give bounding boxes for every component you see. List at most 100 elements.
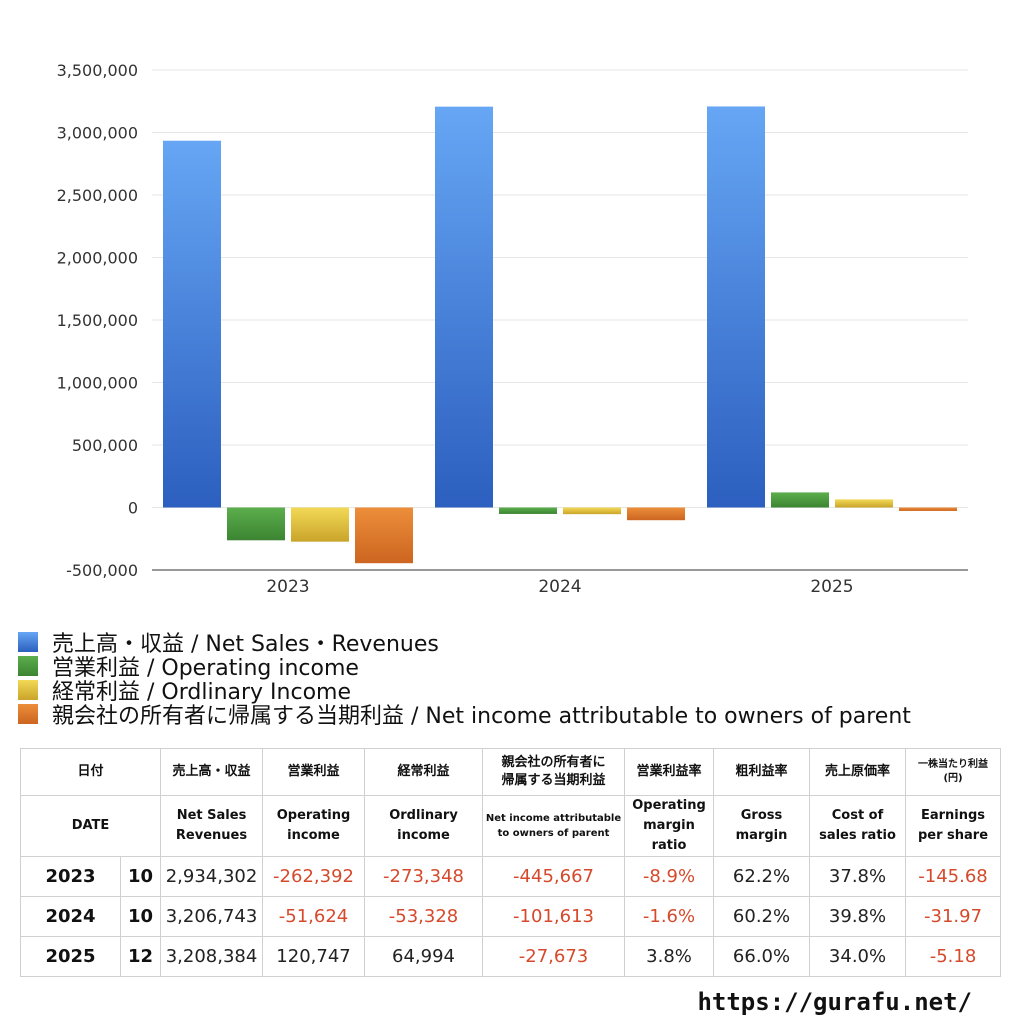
bar-2023-series-0 (163, 140, 221, 508)
cell-eps: -5.18 (905, 936, 1002, 977)
header-sales-jp: 売上高・収益 (160, 748, 264, 796)
cell-opm: -8.9% (624, 856, 715, 897)
header-sales-en: Net Sales Revenues (160, 795, 264, 857)
cell-year: 2024 (20, 896, 121, 937)
legend: 売上高・収益 / Net Sales・Revenues 営業利益 / Opera… (18, 630, 1018, 729)
legend-label-ordinary: 経常利益 / Ordlinary Income (52, 680, 351, 705)
grid-lines (152, 69, 968, 571)
cell-month: 10 (119, 856, 162, 897)
bar-2025-series-0 (707, 106, 765, 508)
header-op-en: Operating income (262, 795, 366, 857)
source-url: https://gurafu.net/ (697, 988, 972, 1016)
cell-month: 12 (119, 936, 162, 977)
header-gm-en-1: Gross (740, 808, 783, 823)
legend-item-net-income: 親会社の所有者に帰属する当期利益 / Net income attributab… (18, 702, 1018, 729)
legend-swatch-ordinary (18, 680, 38, 700)
header-op-en-1: Operating (276, 808, 351, 823)
x-tick-label: 2023 (266, 577, 309, 597)
bar-2023-series-2 (291, 507, 349, 542)
header-eps-jp-line2: (円) (943, 773, 963, 784)
y-tick-label: 2,500,000 (57, 186, 138, 205)
header-sales-en-1: Net Sales (176, 808, 247, 823)
header-eps-jp: 一株当たり利益 (円) (905, 748, 1002, 796)
bar-2025-series-2 (835, 499, 893, 508)
y-tick-label: 3,500,000 (57, 61, 138, 80)
legend-label-operating: 営業利益 / Operating income (52, 656, 359, 681)
header-ord-en-2: income (397, 828, 450, 843)
header-date-jp: 日付 (19, 748, 162, 796)
legend-label-net-income: 親会社の所有者に帰属する当期利益 / Net income attributab… (52, 704, 911, 729)
cell-net: -101,613 (482, 896, 626, 937)
header-row-jp: 日付 売上高・収益 営業利益 経常利益 親会社の所有者に 帰属する当期利益 営業利… (19, 748, 1002, 796)
bar-2024-series-1 (499, 507, 557, 514)
bar-2024-series-0 (435, 106, 493, 508)
cell-opm: -1.6% (624, 896, 715, 937)
header-date-en: DATE (19, 795, 162, 857)
y-axis-ticks: 3,500,000 3,000,000 2,500,000 2,000,000 1,50… (57, 61, 138, 580)
header-opm-en-1: Operating (632, 798, 706, 813)
header-gm-jp: 粗利益率 (713, 748, 811, 796)
bar-2023-series-1 (227, 507, 285, 541)
header-cos-en-1: Cost of (831, 808, 884, 823)
bar-2024-series-3 (627, 507, 685, 521)
cell-op: -262,392 (262, 856, 366, 897)
header-ord-en: Ordlinary income (364, 795, 484, 857)
financial-table: 日付 売上高・収益 営業利益 経常利益 親会社の所有者に 帰属する当期利益 営業利… (19, 748, 1002, 977)
x-tick-label: 2025 (810, 577, 853, 597)
header-ord-en-1: Ordlinary (389, 808, 458, 823)
cell-gm: 62.2% (713, 856, 811, 897)
cell-op: 120,747 (262, 936, 366, 977)
header-op-en-2: income (287, 828, 340, 843)
header-cos-en-2: sales ratio (819, 828, 896, 843)
legend-swatch-sales (18, 632, 38, 652)
legend-swatch-net-income (18, 704, 38, 724)
header-cos-jp: 売上原価率 (809, 748, 907, 796)
cell-ord: -273,348 (364, 856, 484, 897)
table-row: 2025 12 3,208,384 120,747 64,994 -27,673… (20, 936, 1002, 977)
header-opm-en-3: ratio (651, 838, 687, 853)
header-net-jp: 親会社の所有者に 帰属する当期利益 (482, 748, 626, 796)
legend-swatch-operating (18, 656, 38, 676)
header-net-jp-line2: 帰属する当期利益 (501, 773, 606, 788)
y-tick-label: -500,000 (66, 561, 138, 580)
legend-item-ordinary: 経常利益 / Ordlinary Income (18, 678, 1018, 705)
x-axis-ticks: 2023 2024 2025 (266, 577, 853, 597)
cell-month: 10 (119, 896, 162, 937)
header-sales-en-2: Revenues (175, 828, 248, 843)
bars (163, 106, 957, 564)
bar-chart: 3,500,000 3,000,000 2,500,000 2,000,000 1,50… (57, 61, 968, 597)
cell-net: -27,673 (482, 936, 626, 977)
table-row: 2024 10 3,206,743 -51,624 -53,328 -101,6… (20, 896, 1002, 937)
y-tick-label: 2,000,000 (57, 249, 138, 268)
cell-eps: -31.97 (905, 896, 1002, 937)
y-tick-label: 1,500,000 (57, 311, 138, 330)
header-cos-en: Cost of sales ratio (809, 795, 907, 857)
cell-eps: -145.68 (905, 856, 1002, 897)
cell-sales: 3,208,384 (160, 936, 264, 977)
header-net-en: Net income attributable to owners of pare… (482, 795, 626, 857)
bar-2023-series-3 (355, 507, 413, 564)
y-tick-label: 500,000 (72, 436, 138, 455)
header-opm-jp: 営業利益率 (624, 748, 715, 796)
header-eps-jp-line1: 一株当たり利益 (918, 759, 989, 770)
cell-ord: 64,994 (364, 936, 484, 977)
cell-gm: 60.2% (713, 896, 811, 937)
header-ord-jp: 経常利益 (364, 748, 484, 796)
cell-year: 2025 (20, 936, 121, 977)
header-gm-en-2: margin (735, 828, 788, 843)
cell-cos: 39.8% (809, 896, 907, 937)
header-eps-en: Earnings per share (905, 795, 1002, 857)
bar-2025-series-1 (771, 492, 829, 508)
header-op-jp: 営業利益 (262, 748, 366, 796)
cell-sales: 3,206,743 (160, 896, 264, 937)
cell-net: -445,667 (482, 856, 626, 897)
y-tick-label: 1,000,000 (57, 374, 138, 393)
header-net-en-2: to owners of parent (497, 828, 610, 839)
legend-item-operating: 営業利益 / Operating income (18, 654, 1018, 681)
legend-item-sales: 売上高・収益 / Net Sales・Revenues (18, 630, 1018, 657)
cell-gm: 66.0% (713, 936, 811, 977)
header-eps-en-2: per share (917, 828, 989, 843)
header-eps-en-1: Earnings (920, 808, 986, 823)
cell-sales: 2,934,302 (160, 856, 264, 897)
cell-cos: 34.0% (809, 936, 907, 977)
